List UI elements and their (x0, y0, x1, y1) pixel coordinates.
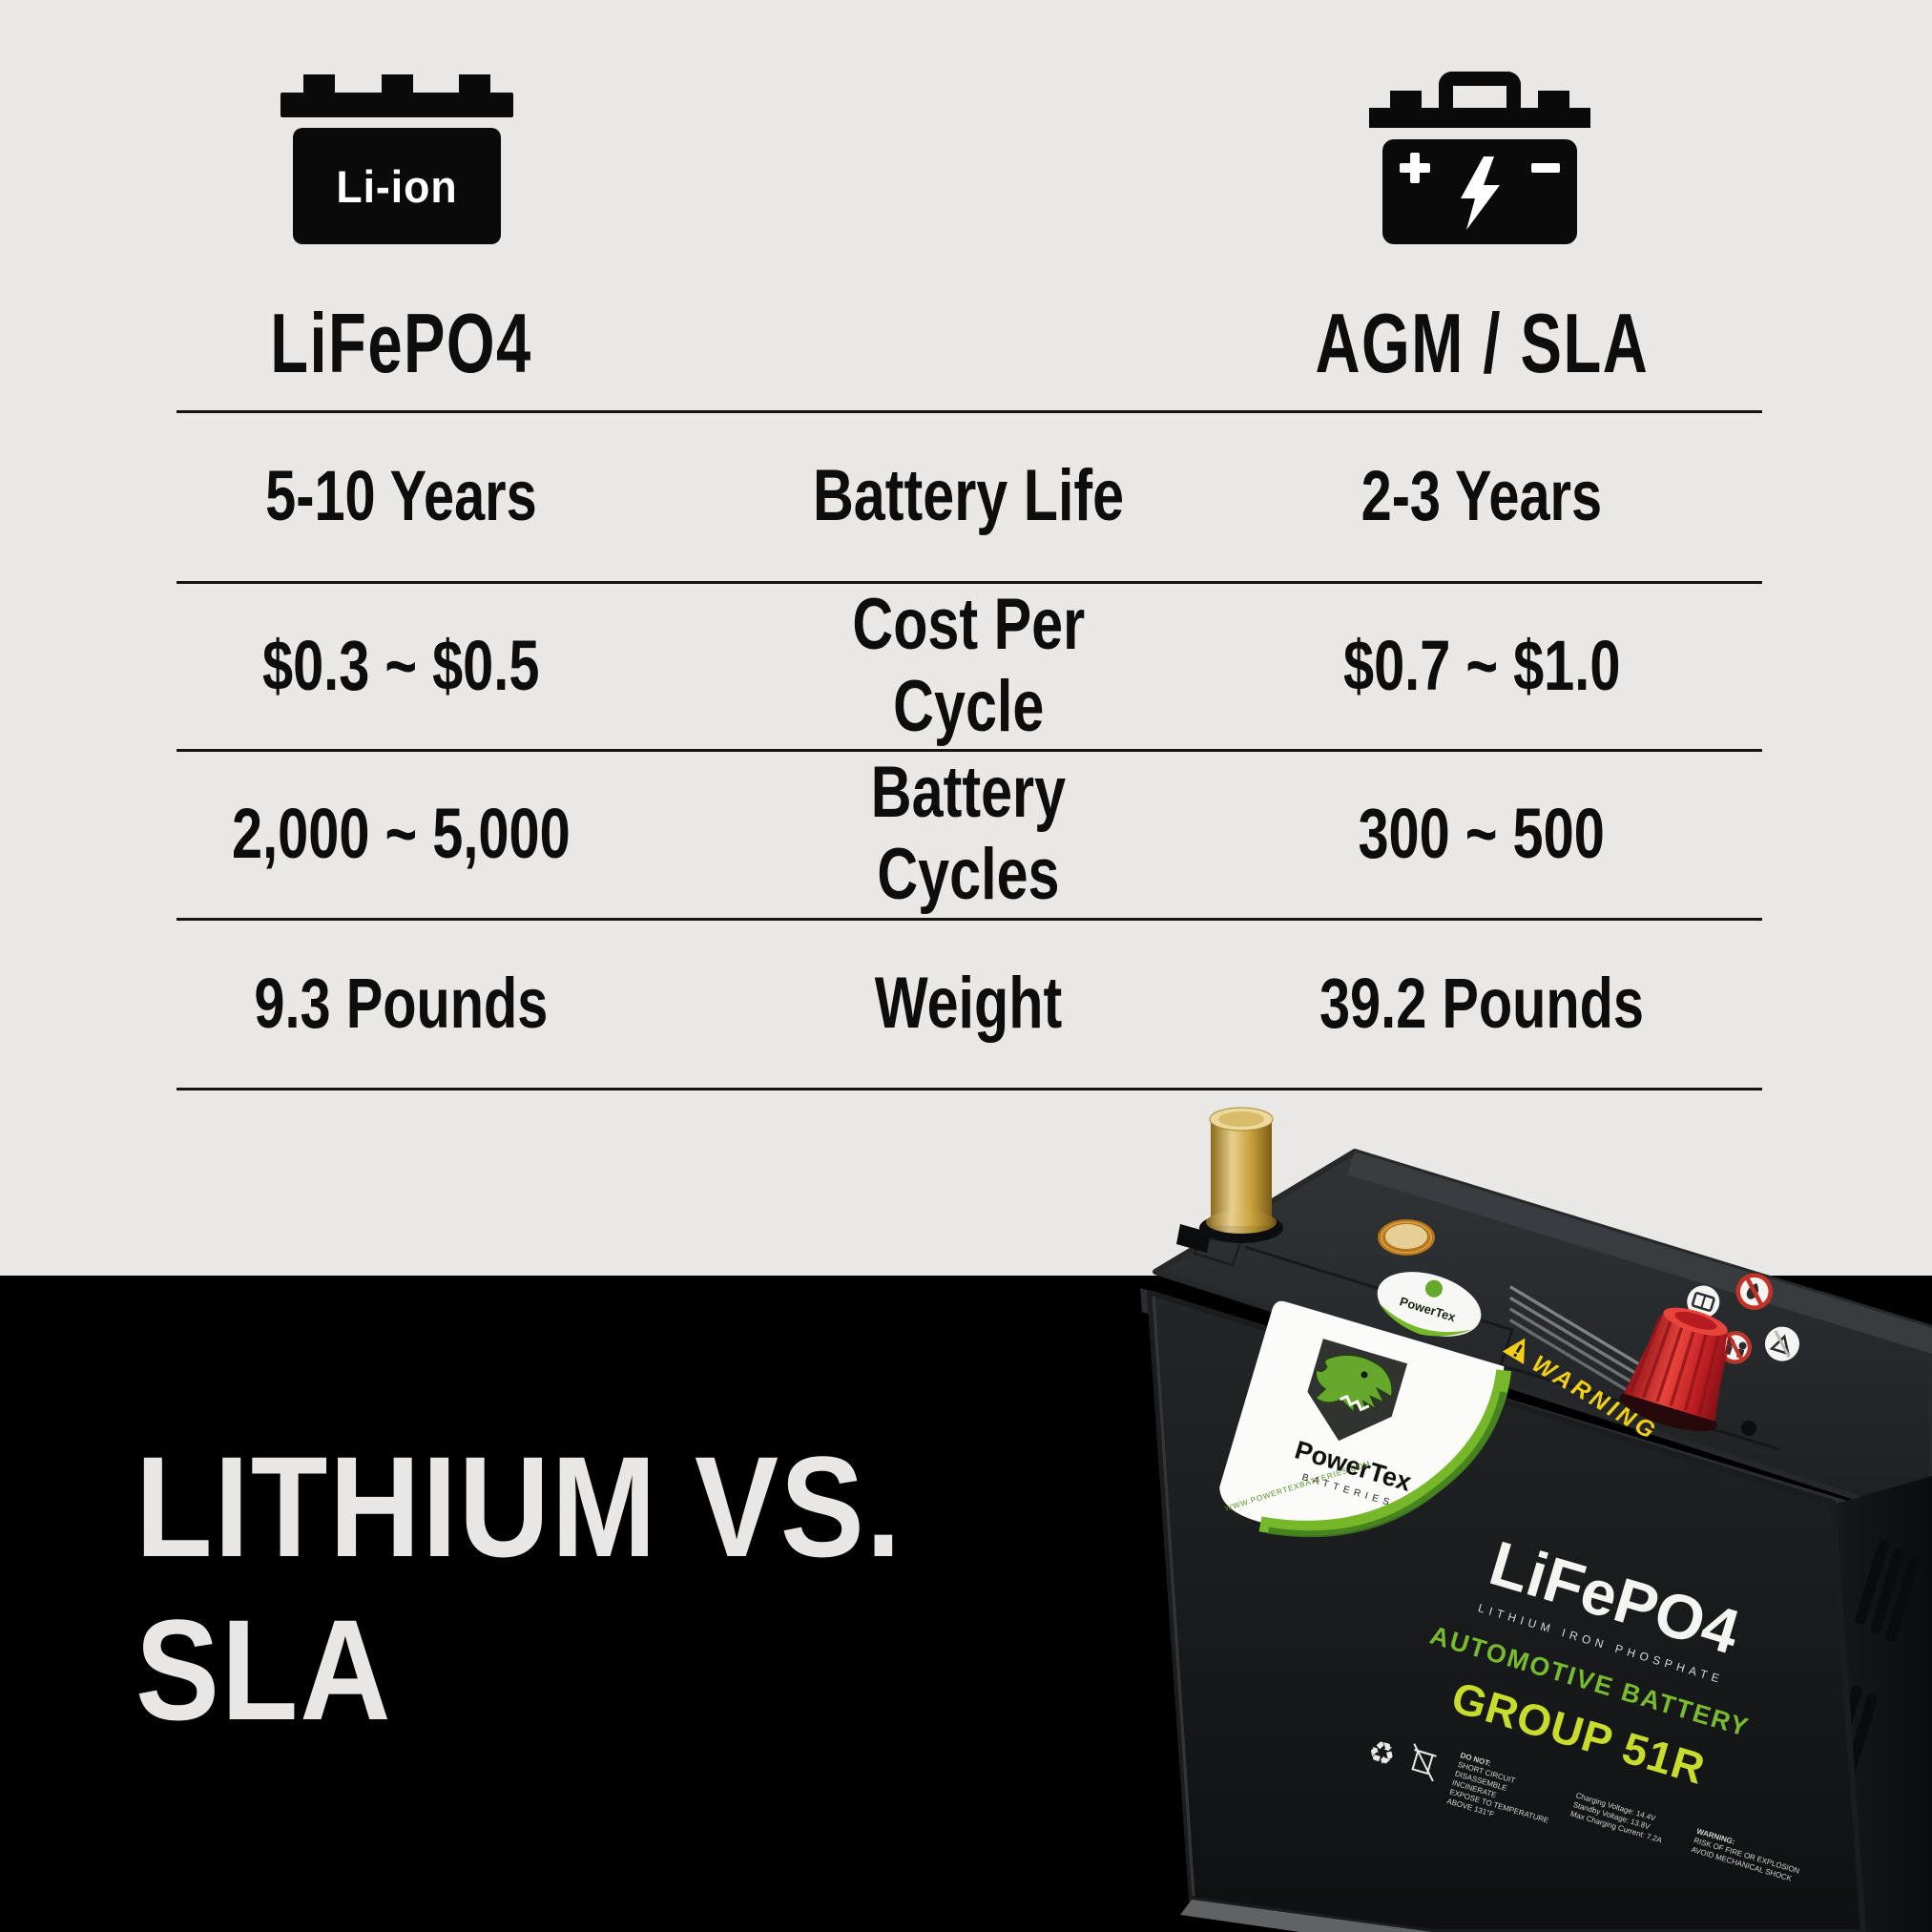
no-tilt-icon (1764, 1326, 1799, 1361)
safety-icons (1687, 1273, 1799, 1364)
title-line-2: SLA (135, 1589, 393, 1750)
li-ion-battery-icon: Li-ion (280, 74, 513, 244)
row-battery-life-left-value: 5-10 Years (264, 456, 537, 536)
battery-handle (1439, 72, 1521, 108)
minus-icon (1531, 163, 1560, 173)
li-ion-icon-label: Li-ion (336, 160, 458, 212)
row-weight-left-value: 9.3 Pounds (254, 963, 548, 1043)
row-cost-per-cycle-left-value: $0.3 ~ $0.5 (261, 625, 540, 705)
powertex-lid-sticker: PowerTex (1377, 1272, 1482, 1337)
page-title: LITHIUM VS. SLA (135, 1425, 1008, 1752)
row-weight-label: Weight (874, 962, 1063, 1044)
row-battery-life-label: Battery Life (812, 455, 1125, 537)
terminal-cap-red (1619, 1307, 1732, 1432)
powertex-logo: PowerTex BATTERIES WWW.POWERTEXBATTERIES… (1219, 1300, 1512, 1538)
battery-terminal (381, 74, 413, 93)
battery-terminal (1390, 91, 1422, 108)
lightning-bolt-icon (1461, 156, 1500, 230)
terminal-post-brass (1199, 1107, 1283, 1243)
manual-icon (1687, 1285, 1720, 1319)
divider-line (177, 918, 1762, 921)
divider-line (177, 749, 1762, 752)
trex-icon (1314, 1354, 1393, 1415)
battery-front-label: PowerTex BATTERIES WWW.POWERTEXBATTERIES… (1219, 1300, 1801, 1883)
battery-body (1382, 139, 1577, 244)
divider-line (177, 410, 1762, 413)
lid-screw (1741, 1421, 1756, 1436)
plus-icon (1400, 153, 1430, 183)
row-cost-per-cycle-label: Cost Per Cycle (852, 583, 1085, 747)
battery-terminals (1369, 72, 1590, 108)
divider-line (177, 1088, 1762, 1091)
no-fire-icon (1735, 1273, 1774, 1310)
left-column-header: LiFePO4 (269, 296, 532, 390)
agm-battery-icon (1369, 72, 1590, 244)
row-battery-cycles-left-value: 2,000 ~ 5,000 (231, 794, 571, 874)
right-column-header: AGM / SLA (1315, 296, 1649, 390)
battery-top-bar (280, 93, 513, 117)
battery-terminals (280, 74, 513, 93)
divider-line (177, 581, 1762, 584)
row-battery-cycles-label: Battery Cycles (870, 752, 1067, 915)
vent-port (1378, 1219, 1435, 1256)
row-weight-right-value: 39.2 Pounds (1319, 963, 1645, 1043)
battery-product-image: PowerTex WARNING (1140, 1107, 1932, 1932)
battery-terminal (303, 74, 335, 93)
battery-top-bar (1369, 108, 1590, 128)
battery-terminal (1538, 91, 1569, 108)
row-battery-cycles-right-value: 300 ~ 500 (1358, 794, 1606, 874)
row-battery-life-right-value: 2-3 Years (1361, 456, 1603, 536)
battery-terminal (459, 74, 490, 93)
battery-body: Li-ion (293, 128, 501, 244)
battery-base-foot (1180, 1900, 1432, 1932)
warning-icon (1502, 1338, 1526, 1364)
title-line-1: LITHIUM VS. (135, 1426, 904, 1587)
no-trash-icon (1411, 1743, 1437, 1782)
row-cost-per-cycle-right-value: $0.7 ~ $1.0 (1342, 625, 1621, 705)
